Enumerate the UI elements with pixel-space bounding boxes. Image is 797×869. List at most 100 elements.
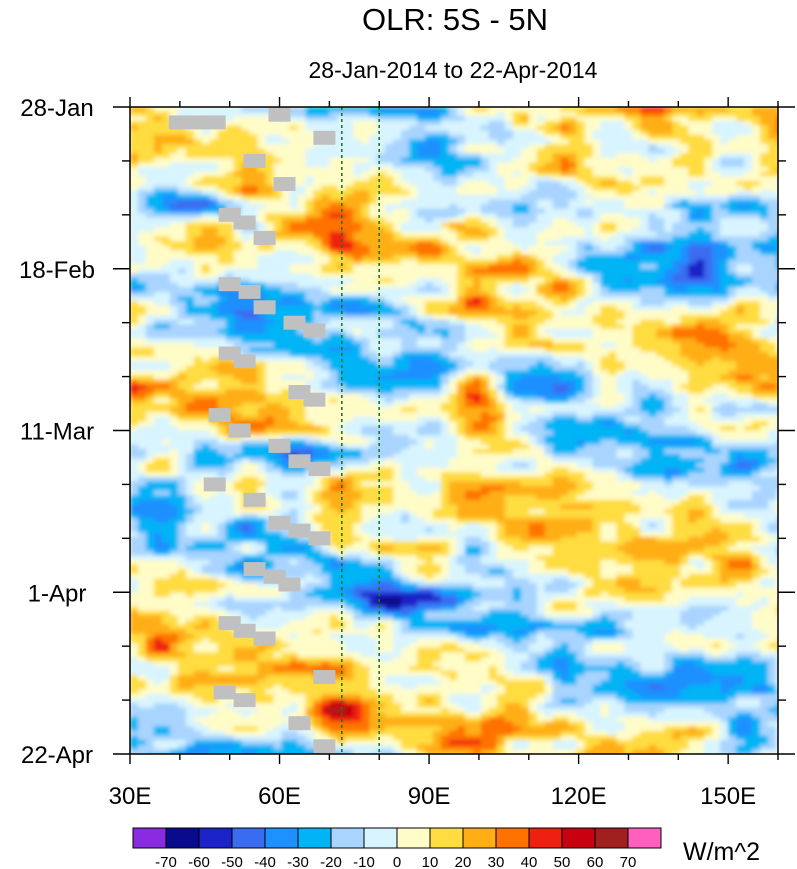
olr-cell bbox=[225, 236, 235, 242]
olr-cell bbox=[161, 481, 171, 487]
olr-cell bbox=[138, 148, 147, 154]
olr-cell bbox=[361, 578, 370, 584]
olr-cell bbox=[241, 120, 251, 127]
olr-cell bbox=[305, 481, 315, 487]
olr-cell bbox=[345, 620, 354, 626]
olr-cell bbox=[281, 689, 291, 695]
olr-cell bbox=[130, 698, 139, 704]
olr-cell bbox=[138, 231, 147, 237]
olr-cell bbox=[161, 449, 171, 455]
olr-cell bbox=[177, 615, 187, 621]
olr-cell bbox=[321, 384, 330, 390]
olr-cell bbox=[289, 606, 299, 612]
olr-cell bbox=[305, 564, 315, 570]
olr-cell bbox=[361, 412, 370, 418]
olr-cell bbox=[393, 518, 402, 524]
olr-cell bbox=[233, 194, 243, 200]
olr-cell bbox=[257, 657, 267, 663]
olr-cell bbox=[138, 703, 147, 709]
olr-cell bbox=[233, 365, 243, 371]
olr-cell bbox=[313, 509, 322, 515]
olr-cell bbox=[297, 481, 307, 487]
olr-cell bbox=[361, 245, 370, 251]
olr-cell bbox=[281, 610, 291, 616]
olr-cell bbox=[209, 573, 219, 579]
olr-cell bbox=[249, 333, 259, 339]
olr-cell bbox=[361, 721, 370, 727]
olr-cell bbox=[225, 578, 235, 584]
olr-cell bbox=[377, 481, 386, 487]
olr-cell bbox=[361, 675, 370, 681]
olr-cell bbox=[409, 296, 418, 302]
olr-cell bbox=[393, 472, 402, 478]
olr-cell bbox=[249, 652, 259, 658]
olr-cell bbox=[153, 652, 163, 658]
olr-cell bbox=[249, 740, 259, 746]
olr-cell bbox=[369, 546, 378, 552]
olr-cell bbox=[146, 754, 155, 759]
olr-cell bbox=[329, 315, 338, 321]
olr-cell bbox=[153, 583, 163, 589]
olr-cell bbox=[265, 402, 275, 408]
olr-cell bbox=[361, 490, 370, 496]
olr-cell bbox=[361, 310, 370, 316]
olr-cell bbox=[273, 153, 283, 159]
olr-cell bbox=[217, 633, 227, 639]
olr-cell bbox=[345, 504, 354, 510]
olr-cell bbox=[193, 157, 203, 163]
olr-cell bbox=[185, 749, 195, 754]
olr-cell bbox=[177, 522, 187, 529]
olr-cell bbox=[193, 305, 203, 311]
olr-cell bbox=[185, 518, 195, 524]
olr-cell bbox=[201, 144, 211, 150]
olr-cell bbox=[146, 393, 155, 399]
olr-cell bbox=[265, 282, 275, 288]
olr-cell bbox=[361, 190, 370, 196]
olr-cell bbox=[146, 712, 155, 718]
olr-cell bbox=[393, 361, 402, 367]
olr-cell bbox=[193, 231, 203, 237]
olr-cell bbox=[273, 504, 283, 510]
olr-cell bbox=[289, 735, 299, 741]
olr-cell bbox=[401, 541, 410, 547]
olr-cell bbox=[361, 518, 370, 524]
olr-cell bbox=[313, 217, 322, 224]
olr-cell bbox=[241, 301, 251, 307]
olr-cell bbox=[313, 587, 322, 593]
olr-cell bbox=[377, 111, 386, 117]
olr-cell bbox=[193, 726, 203, 732]
olr-cell bbox=[337, 744, 346, 750]
olr-cell bbox=[361, 532, 370, 538]
olr-cell bbox=[217, 703, 227, 709]
olr-cell bbox=[393, 522, 402, 529]
olr-cell bbox=[177, 356, 187, 362]
olr-cell bbox=[273, 643, 283, 649]
olr-cell bbox=[185, 536, 195, 542]
olr-cell bbox=[393, 139, 402, 145]
olr-cell bbox=[273, 717, 283, 723]
olr-cell bbox=[329, 453, 338, 459]
olr-cell bbox=[209, 421, 219, 427]
olr-cell bbox=[281, 707, 291, 713]
olr-cell bbox=[369, 684, 378, 690]
olr-cell bbox=[169, 347, 179, 353]
olr-cell bbox=[297, 333, 307, 339]
olr-cell bbox=[201, 509, 211, 515]
olr-cell bbox=[265, 532, 275, 538]
olr-cell bbox=[337, 647, 346, 653]
olr-cell bbox=[313, 338, 322, 344]
olr-cell bbox=[241, 504, 251, 510]
olr-cell bbox=[401, 629, 410, 635]
olr-cell bbox=[273, 213, 283, 219]
olr-cell bbox=[313, 444, 322, 450]
olr-cell bbox=[161, 176, 171, 182]
olr-cell bbox=[281, 425, 291, 432]
olr-cell bbox=[369, 388, 378, 395]
olr-cell bbox=[138, 204, 147, 210]
olr-cell bbox=[273, 486, 283, 492]
olr-cell bbox=[361, 717, 370, 723]
olr-cell bbox=[138, 620, 147, 626]
olr-cell bbox=[161, 157, 171, 163]
olr-cell bbox=[249, 273, 259, 279]
olr-cell bbox=[265, 217, 275, 224]
